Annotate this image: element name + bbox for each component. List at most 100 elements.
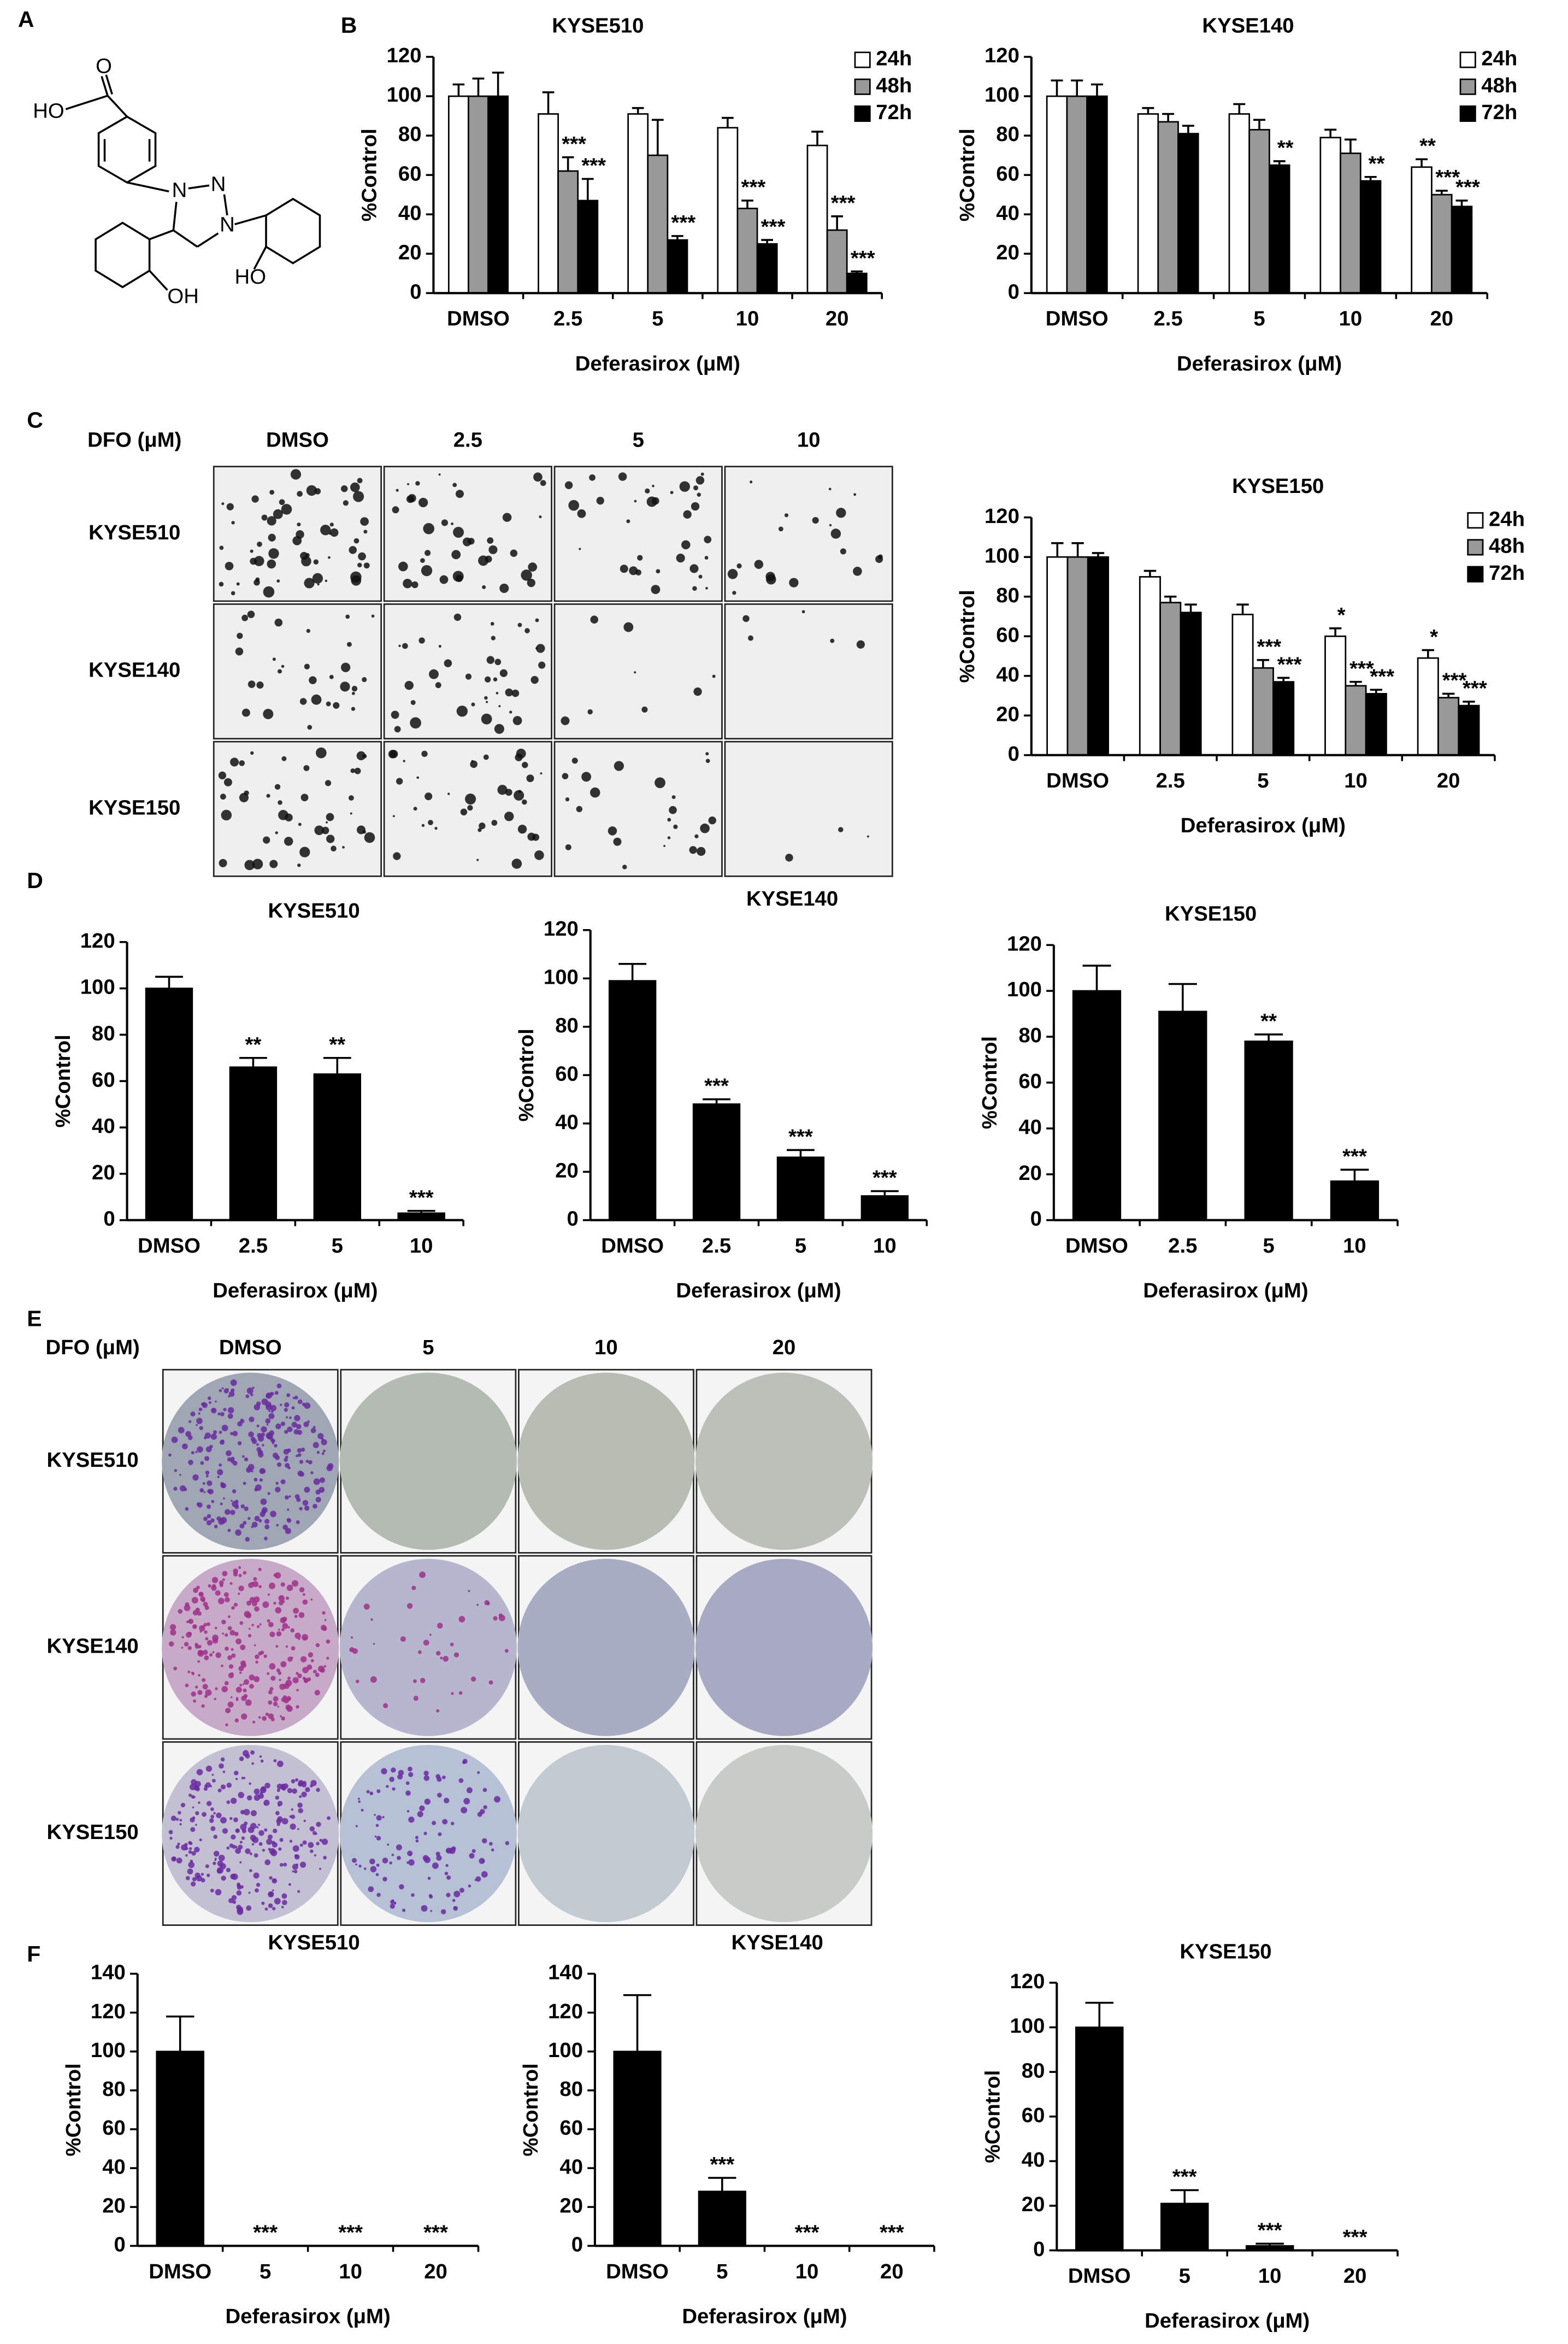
colony bbox=[280, 1582, 285, 1587]
colony bbox=[281, 1697, 286, 1702]
colony bbox=[830, 638, 835, 643]
x-tick-label: 2.5 bbox=[1154, 307, 1183, 331]
colony bbox=[285, 813, 293, 822]
colony bbox=[423, 1831, 427, 1835]
x-tick-label: 2.5 bbox=[702, 1234, 731, 1258]
colony bbox=[274, 1897, 281, 1905]
y-axis-label: %Control bbox=[956, 590, 979, 683]
colony bbox=[221, 1387, 224, 1390]
colony bbox=[322, 1449, 326, 1453]
colony bbox=[317, 1433, 324, 1440]
colony bbox=[458, 1615, 465, 1623]
colony bbox=[312, 1831, 317, 1835]
colony bbox=[382, 1877, 387, 1882]
colony bbox=[830, 528, 841, 539]
colony bbox=[263, 1654, 267, 1658]
error-bar bbox=[1344, 138, 1357, 154]
colony bbox=[297, 1890, 300, 1893]
colony bbox=[289, 1840, 293, 1843]
colony bbox=[291, 1646, 296, 1650]
colony bbox=[174, 1469, 178, 1472]
colony bbox=[750, 480, 753, 484]
colony bbox=[253, 1872, 260, 1879]
colony bbox=[422, 1855, 429, 1861]
colony bbox=[187, 1646, 192, 1650]
colony bbox=[287, 1508, 290, 1511]
colony bbox=[331, 845, 337, 851]
colony bbox=[748, 635, 753, 641]
legend-label: 24h bbox=[1489, 507, 1525, 531]
colony bbox=[238, 1593, 240, 1595]
colony bbox=[191, 1597, 198, 1604]
y-tick-label: 40 bbox=[559, 2155, 583, 2178]
error-bar bbox=[155, 976, 183, 989]
colony bbox=[238, 1585, 244, 1591]
panel-label: F bbox=[27, 1942, 40, 1967]
colony bbox=[390, 1904, 395, 1909]
colony bbox=[435, 682, 441, 689]
colony bbox=[196, 1875, 203, 1882]
colony bbox=[260, 1511, 266, 1517]
colony bbox=[326, 813, 334, 821]
colony bbox=[187, 1868, 193, 1875]
x-tick-label: DMSO bbox=[149, 2260, 211, 2283]
x-axis-label: Deferasirox (μM) bbox=[1177, 352, 1342, 375]
colony bbox=[419, 1571, 426, 1578]
colony bbox=[248, 1582, 254, 1588]
colony bbox=[540, 772, 543, 775]
colony bbox=[451, 522, 454, 525]
colony bbox=[250, 549, 254, 553]
colony bbox=[420, 1678, 426, 1683]
colony bbox=[484, 696, 488, 700]
colony bbox=[268, 1891, 274, 1897]
colony bbox=[273, 1573, 277, 1577]
colony bbox=[521, 569, 532, 581]
colony bbox=[241, 1777, 244, 1779]
colony bbox=[310, 1849, 314, 1853]
colony bbox=[376, 1836, 381, 1841]
colony bbox=[376, 1893, 381, 1897]
colony bbox=[297, 863, 301, 867]
colony bbox=[304, 1505, 310, 1511]
colony bbox=[275, 1455, 280, 1460]
y-tick-label: 100 bbox=[387, 83, 422, 107]
colony bbox=[397, 1774, 403, 1780]
colony bbox=[316, 1842, 320, 1846]
colony bbox=[629, 566, 638, 575]
y-tick-label: 40 bbox=[102, 2155, 126, 2178]
colony bbox=[346, 642, 352, 647]
error-bar bbox=[1051, 542, 1064, 557]
bar bbox=[447, 95, 469, 294]
colony bbox=[296, 1424, 302, 1430]
colony bbox=[408, 1859, 415, 1866]
colony bbox=[191, 1691, 196, 1697]
colony bbox=[278, 800, 282, 805]
colony bbox=[184, 1843, 188, 1847]
colony bbox=[694, 834, 699, 838]
error-bar bbox=[1170, 2189, 1199, 2204]
colony bbox=[199, 1838, 202, 1842]
colony bbox=[276, 1383, 282, 1389]
image-frame bbox=[553, 741, 723, 877]
colony bbox=[300, 1447, 305, 1452]
y-tick-label: 0 bbox=[114, 2233, 126, 2257]
x-tick-label: 20 bbox=[826, 307, 849, 331]
colony bbox=[274, 618, 283, 627]
colony bbox=[317, 583, 320, 586]
colony bbox=[240, 1885, 244, 1889]
chart-title: KYSE510 bbox=[268, 1931, 359, 1954]
y-tick-label: 60 bbox=[555, 1062, 579, 1085]
colony bbox=[206, 1622, 210, 1626]
column-label: 5 bbox=[633, 428, 644, 451]
colony bbox=[237, 1882, 240, 1886]
significance: ** bbox=[329, 1033, 345, 1056]
image-frame bbox=[213, 603, 382, 739]
colony bbox=[452, 483, 457, 487]
y-tick-label: 60 bbox=[996, 162, 1019, 185]
colony bbox=[411, 1893, 415, 1897]
colony bbox=[272, 657, 276, 661]
colony bbox=[222, 1770, 226, 1773]
colony bbox=[467, 804, 473, 811]
colony bbox=[329, 532, 332, 535]
colony bbox=[191, 1451, 194, 1455]
